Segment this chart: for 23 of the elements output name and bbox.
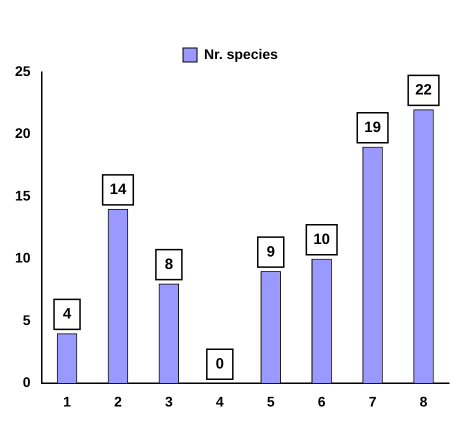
data-label: 9 xyxy=(266,243,275,260)
x-tick-label: 2 xyxy=(114,393,122,410)
y-tick-label: 5 xyxy=(22,312,31,328)
y-tick-label: 0 xyxy=(22,374,31,390)
x-tick-label: 1 xyxy=(63,393,72,410)
data-label: 19 xyxy=(364,118,381,136)
data-label: 22 xyxy=(415,81,432,98)
x-tick-label: 7 xyxy=(368,393,377,410)
legend-label: Nr. species xyxy=(204,46,278,62)
x-tick-label: 5 xyxy=(266,393,275,410)
data-label: 0 xyxy=(216,355,224,372)
y-tick-label: 20 xyxy=(14,125,31,142)
y-tick-label: 10 xyxy=(14,250,31,266)
x-tick-label: 4 xyxy=(216,393,224,410)
y-tick-label: 25 xyxy=(14,62,31,79)
x-tick-label: 3 xyxy=(164,393,173,410)
data-label: 14 xyxy=(110,181,127,198)
y-tick-label: 15 xyxy=(14,187,31,204)
data-label: 8 xyxy=(164,256,174,273)
data-label: 10 xyxy=(313,230,330,248)
x-tick-label: 6 xyxy=(318,393,326,410)
data-label: 4 xyxy=(62,306,72,323)
x-tick-label: 8 xyxy=(420,393,428,410)
